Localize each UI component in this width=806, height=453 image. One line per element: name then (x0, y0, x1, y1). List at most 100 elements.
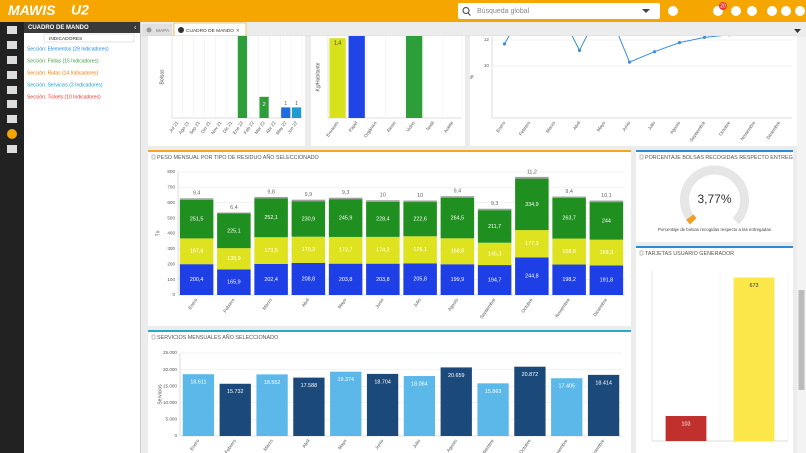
data-label: 173,7 (339, 248, 353, 254)
tab-icon (178, 27, 184, 33)
data-label: 1,4 (334, 41, 342, 47)
x-tick-label: Enero (189, 438, 200, 451)
bar-segment (328, 236, 363, 264)
y-tick-label: 300 (167, 246, 175, 251)
tab-close[interactable]: × (236, 29, 240, 35)
menu-icon[interactable] (7, 56, 17, 64)
info-icon[interactable] (767, 6, 777, 16)
bar (293, 377, 325, 436)
bar-segment (403, 236, 437, 264)
panel-title: PORCENTAJE BOLSAS RECOGIDAS RESPECTO ENT… (645, 155, 797, 161)
scrollbar (797, 37, 806, 453)
data-label: 202,4 (264, 277, 278, 283)
user-icon[interactable] (668, 6, 678, 16)
search-dropdown[interactable] (642, 9, 650, 13)
panel-accent (636, 150, 793, 152)
notification-count: 20 (720, 3, 726, 9)
nav-section[interactable]: Sección: Tickets (10 Indicadores) (27, 94, 101, 100)
bar (329, 38, 346, 119)
bar-segment (440, 197, 475, 239)
x-tick-label: Junio (621, 120, 632, 132)
bar (281, 107, 291, 118)
data-label: 9,4 (454, 189, 462, 195)
bar-segment (366, 236, 400, 264)
search-icon (462, 6, 470, 15)
x-tick-label: Abril (572, 120, 581, 130)
menu-icon-active[interactable] (7, 129, 17, 139)
menu-icon[interactable] (7, 41, 17, 49)
y-tick-label: 400 (167, 231, 175, 236)
y-tick-label: 10.000 (163, 400, 177, 405)
data-label: 205,8 (413, 277, 427, 283)
nav-section[interactable]: Sección: Elementos (29 Indicadores) (27, 46, 109, 52)
bar-segment (515, 176, 549, 179)
menu-icon[interactable] (7, 115, 17, 123)
x-tick-label: Marzo (262, 438, 274, 452)
nav-section[interactable]: Sección: Rutas (14 Indicadores) (27, 70, 98, 76)
x-tick-label: Dic 21 (222, 120, 234, 134)
data-label: 244 (602, 218, 611, 224)
y-tick-label: 500 (167, 215, 175, 220)
nav-section[interactable]: Sección: Servicios (3 Indicadores) (27, 82, 103, 88)
menu-icon[interactable] (7, 86, 17, 94)
bar-segment (552, 238, 586, 265)
line-point (577, 48, 582, 53)
x-tick-label: Junio (374, 297, 385, 309)
bar-segment (328, 197, 363, 200)
data-label: 17.405 (559, 384, 576, 390)
bar (256, 374, 288, 436)
logo[interactable]: MAWIS (8, 2, 56, 18)
data-label: 103 (682, 421, 691, 427)
scrollbar-thumb[interactable] (798, 290, 805, 390)
data-label: 18.414 (595, 380, 612, 386)
tab-label[interactable]: MAPA (156, 28, 170, 34)
menu-icon[interactable] (7, 100, 17, 108)
tab-menu[interactable] (794, 29, 801, 33)
y-axis-label: % (469, 74, 475, 79)
header-icon[interactable] (747, 6, 757, 16)
gauge-caption: Porcentaje de bolsas recogidas respecto … (658, 227, 772, 232)
bar-segment (589, 200, 624, 203)
data-label: 251,5 (190, 217, 204, 223)
panel-title: TARJETAS USUARIO GENERADOR (645, 251, 734, 257)
tab[interactable] (142, 24, 172, 36)
nav-subheader (43, 33, 135, 43)
bar-segment (477, 265, 512, 295)
info-icon[interactable] (781, 6, 791, 16)
x-tick-label: Marzo (545, 120, 557, 134)
data-label: 15.732 (227, 389, 244, 395)
bar-segment (254, 196, 288, 199)
panel-title-icon (151, 154, 156, 160)
x-tick-label: Julio (412, 297, 422, 308)
tab-label[interactable]: CUADRO DE MANDO (186, 28, 234, 34)
data-label: 222,6 (413, 217, 427, 223)
menu-icon[interactable] (7, 145, 17, 153)
y-tick-label: 5.000 (166, 417, 178, 422)
data-label: 17.588 (301, 383, 318, 389)
x-tick-label: Jul 21 (168, 120, 179, 133)
collapse-arrow[interactable]: ‹ (134, 24, 137, 31)
bar-segment (403, 263, 437, 295)
icon-group (7, 26, 17, 153)
nav-section[interactable]: Sección: Flotas (15 Indicadores) (27, 58, 99, 64)
data-label: 263,7 (562, 216, 576, 222)
data-label: 199,9 (451, 277, 465, 283)
help-icon[interactable] (795, 6, 805, 16)
y-tick-label: 200 (167, 261, 175, 266)
bar-segment (403, 200, 437, 203)
bar (259, 96, 269, 118)
data-label: 18.064 (411, 381, 428, 387)
data-label: 168,8 (451, 249, 465, 255)
bar (733, 277, 775, 441)
bar (237, 36, 248, 118)
menu-icon[interactable] (7, 26, 17, 34)
line-point (702, 36, 707, 39)
search-box[interactable] (458, 3, 660, 19)
menu-icon[interactable] (7, 71, 17, 79)
panel-accent (636, 246, 793, 248)
y-axis-label: Kg/Habitante (315, 62, 321, 91)
header-icon[interactable] (731, 6, 741, 16)
y-axis-label: Servicios (157, 384, 163, 405)
